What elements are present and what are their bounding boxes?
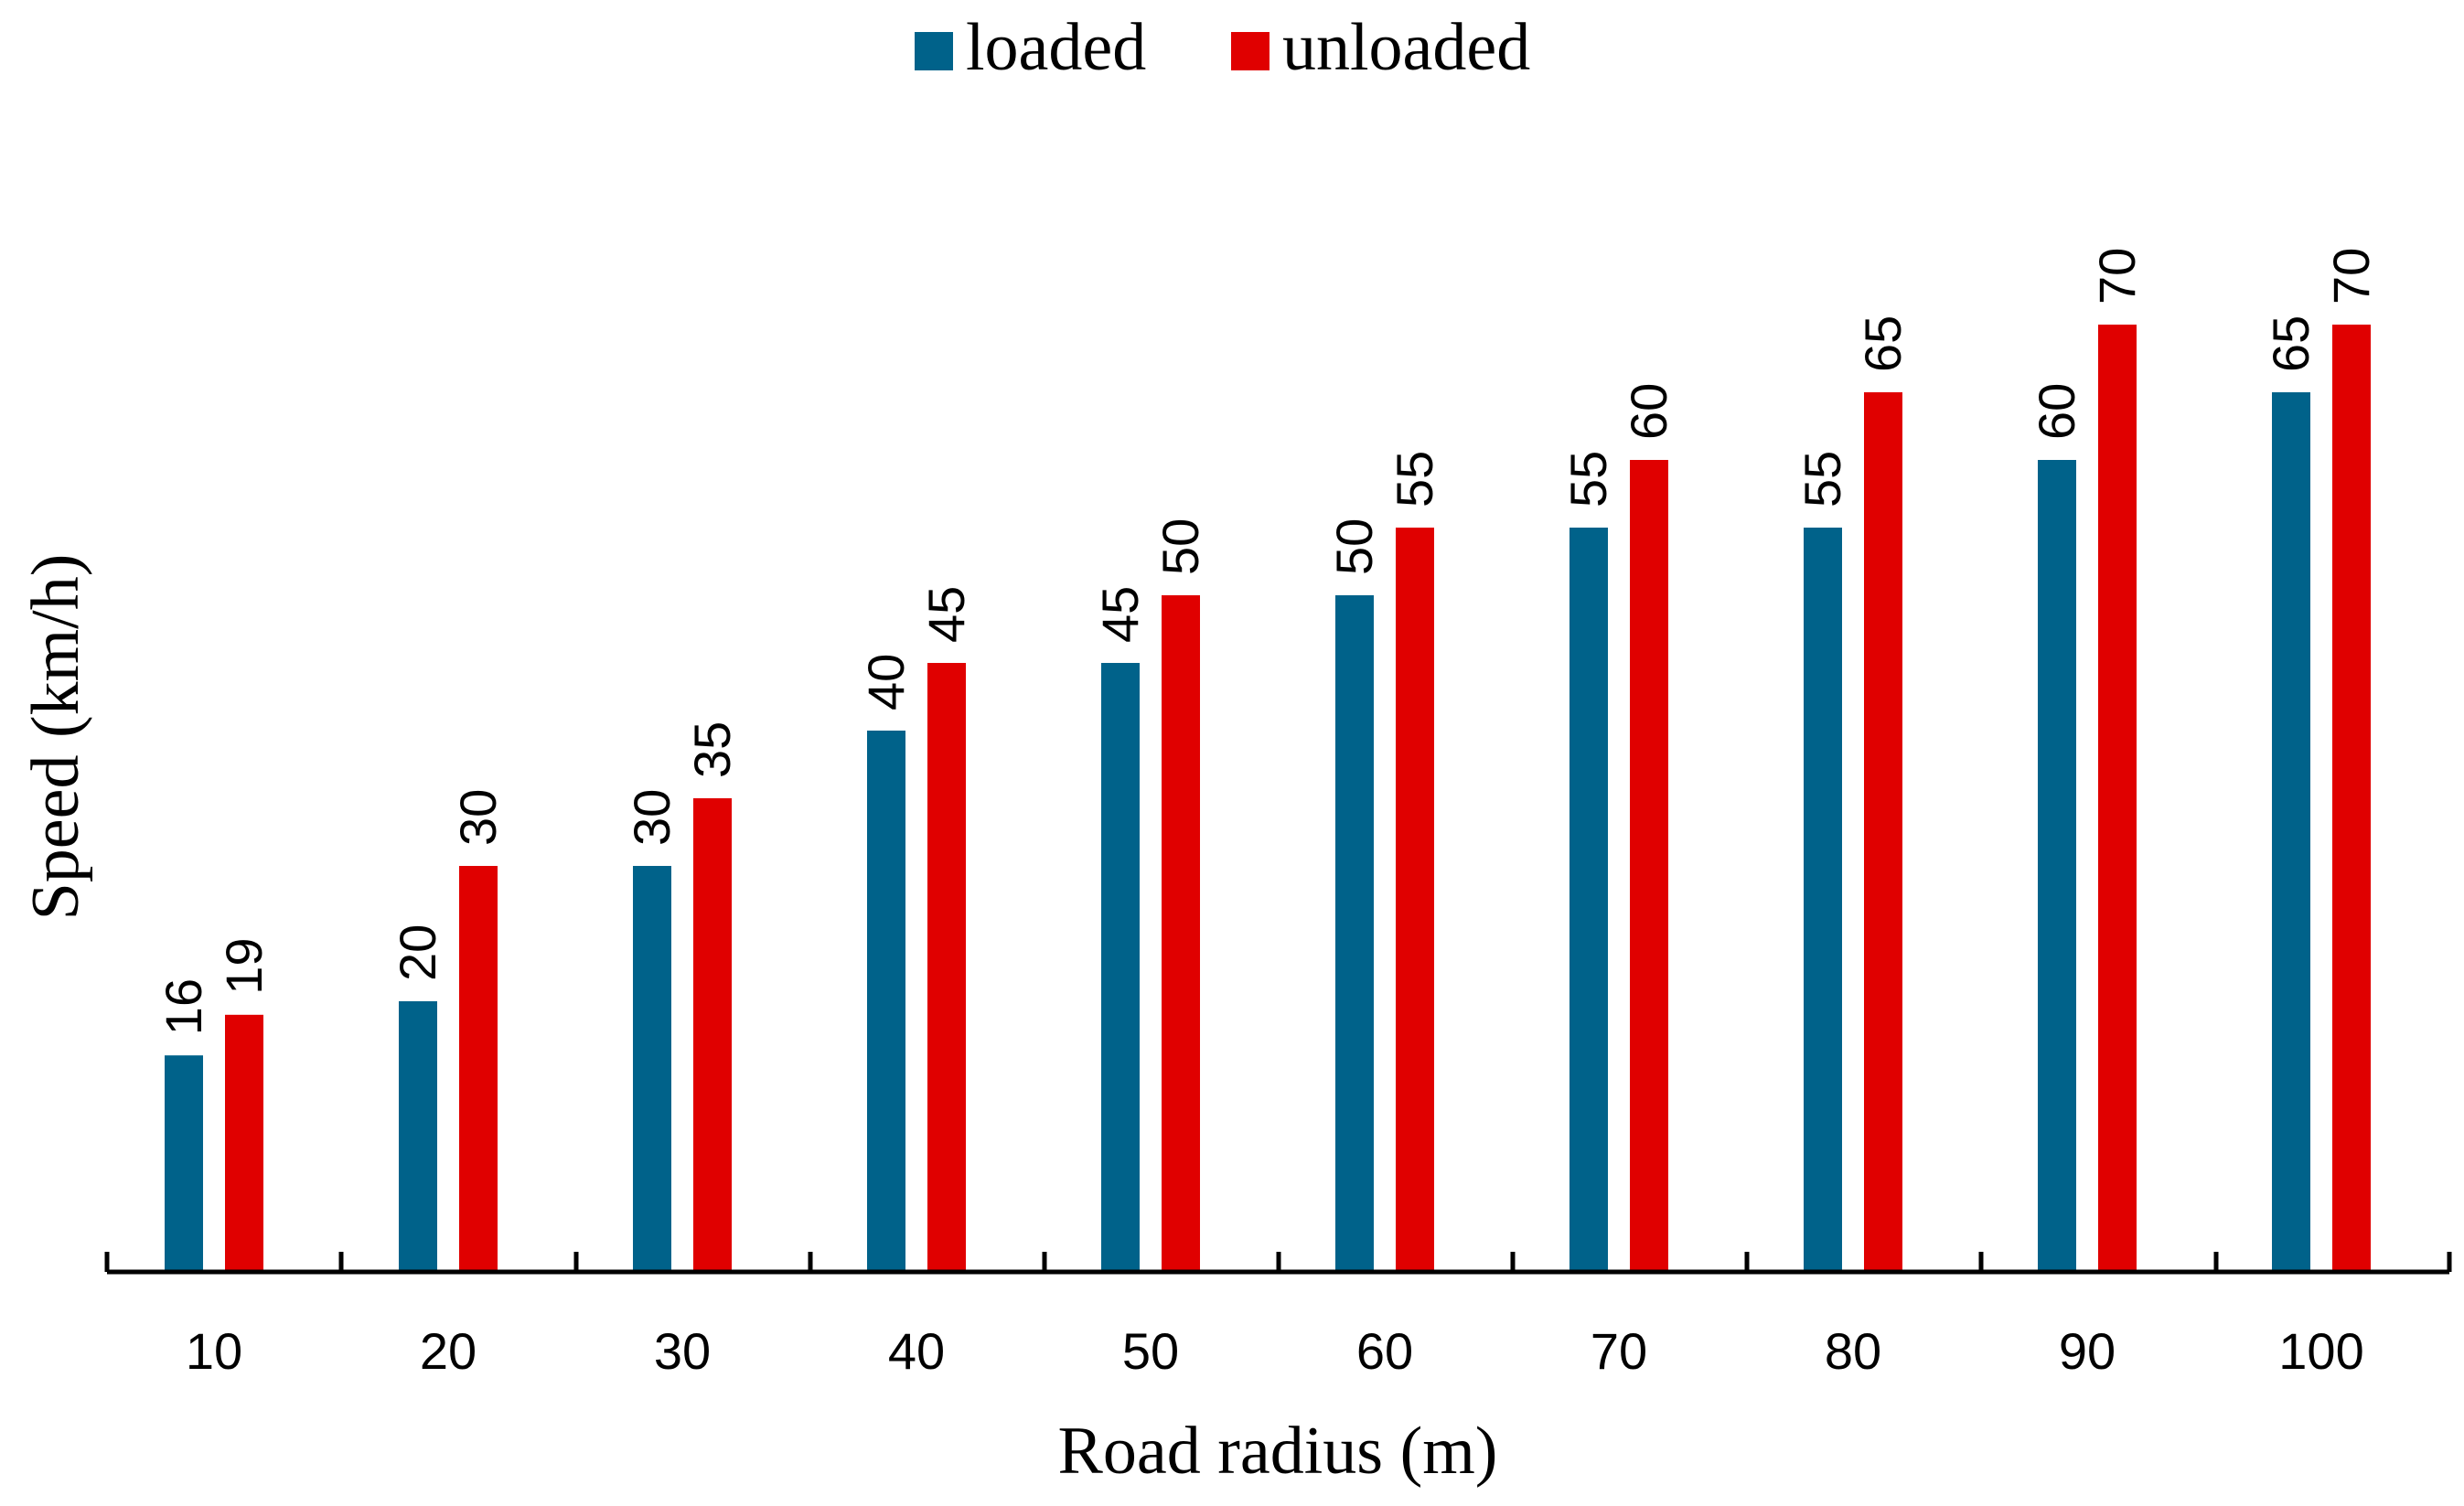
value-label-loaded-20: 20 <box>389 924 446 981</box>
bar-loaded-70 <box>1569 528 1608 1272</box>
y-axis-title: Speed (km/h) <box>18 554 93 921</box>
bar-unloaded-10 <box>225 1014 263 1272</box>
x-tick-labels-group: 10 20 30 40 50 60 70 80 90 100 <box>186 1322 2364 1380</box>
value-label-loaded-40: 40 <box>857 654 915 710</box>
x-axis: 10 20 30 40 50 60 70 80 90 100 <box>104 1252 2452 1380</box>
x-tick-label-30: 30 <box>654 1322 711 1380</box>
value-label-loaded-90: 60 <box>2028 383 2085 440</box>
x-tick-label-40: 40 <box>888 1322 945 1380</box>
bars-group <box>165 325 2371 1272</box>
legend-label-unloaded: unloaded <box>1282 10 1530 85</box>
x-axis-title: Road radius (m) <box>1058 1414 1498 1489</box>
bar-loaded-40 <box>867 731 905 1272</box>
bar-unloaded-20 <box>459 866 498 1272</box>
legend-swatch-unloaded <box>1231 32 1269 70</box>
value-label-unloaded-60: 55 <box>1386 451 1443 507</box>
bar-loaded-80 <box>1804 528 1842 1272</box>
x-tick-label-100: 100 <box>2278 1322 2363 1380</box>
bar-unloaded-80 <box>1864 392 1902 1272</box>
legend: loaded unloaded <box>915 10 1530 85</box>
value-label-loaded-80: 55 <box>1794 451 1851 507</box>
x-ticks-group <box>104 1252 2452 1272</box>
bar-loaded-90 <box>2038 460 2076 1272</box>
x-tick-label-50: 50 <box>1122 1322 1179 1380</box>
value-label-unloaded-90: 70 <box>2088 248 2146 304</box>
bar-unloaded-60 <box>1396 528 1434 1272</box>
bar-loaded-30 <box>633 866 671 1272</box>
x-tick-label-90: 90 <box>2059 1322 2116 1380</box>
value-label-loaded-30: 30 <box>623 789 680 846</box>
bar-unloaded-50 <box>1162 595 1200 1272</box>
x-tick-label-10: 10 <box>186 1322 242 1380</box>
value-label-loaded-50: 45 <box>1091 586 1149 643</box>
value-label-unloaded-70: 60 <box>1620 383 1677 440</box>
bar-loaded-50 <box>1101 663 1140 1272</box>
value-label-loaded-100: 65 <box>2262 315 2319 372</box>
bar-unloaded-70 <box>1630 460 1668 1272</box>
bar-unloaded-30 <box>693 798 732 1272</box>
x-tick-label-60: 60 <box>1356 1322 1413 1380</box>
x-tick-label-70: 70 <box>1591 1322 1647 1380</box>
bar-unloaded-100 <box>2332 325 2371 1272</box>
bar-unloaded-40 <box>927 663 966 1272</box>
x-tick-label-80: 80 <box>1825 1322 1881 1380</box>
bar-loaded-60 <box>1335 595 1374 1272</box>
legend-swatch-loaded <box>915 32 953 70</box>
value-label-unloaded-100: 70 <box>2322 248 2380 304</box>
bar-loaded-10 <box>165 1055 203 1272</box>
value-label-unloaded-50: 50 <box>1152 518 1209 575</box>
value-label-unloaded-30: 35 <box>683 721 741 778</box>
value-label-loaded-60: 50 <box>1325 518 1383 575</box>
bar-unloaded-90 <box>2098 325 2137 1272</box>
value-label-unloaded-10: 19 <box>215 938 273 995</box>
value-label-loaded-10: 16 <box>155 978 212 1035</box>
value-label-unloaded-80: 65 <box>1854 315 1912 372</box>
bar-loaded-100 <box>2272 392 2310 1272</box>
legend-label-loaded: loaded <box>966 10 1146 85</box>
value-label-loaded-70: 55 <box>1559 451 1617 507</box>
value-label-unloaded-20: 30 <box>449 789 507 846</box>
bar-loaded-20 <box>399 1001 437 1272</box>
value-label-unloaded-40: 45 <box>917 586 975 643</box>
x-tick-label-20: 20 <box>420 1322 477 1380</box>
